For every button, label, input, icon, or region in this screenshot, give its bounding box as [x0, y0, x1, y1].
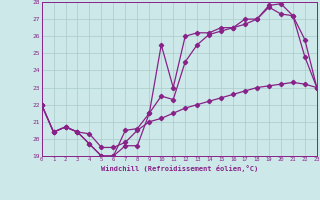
X-axis label: Windchill (Refroidissement éolien,°C): Windchill (Refroidissement éolien,°C) — [100, 165, 258, 172]
